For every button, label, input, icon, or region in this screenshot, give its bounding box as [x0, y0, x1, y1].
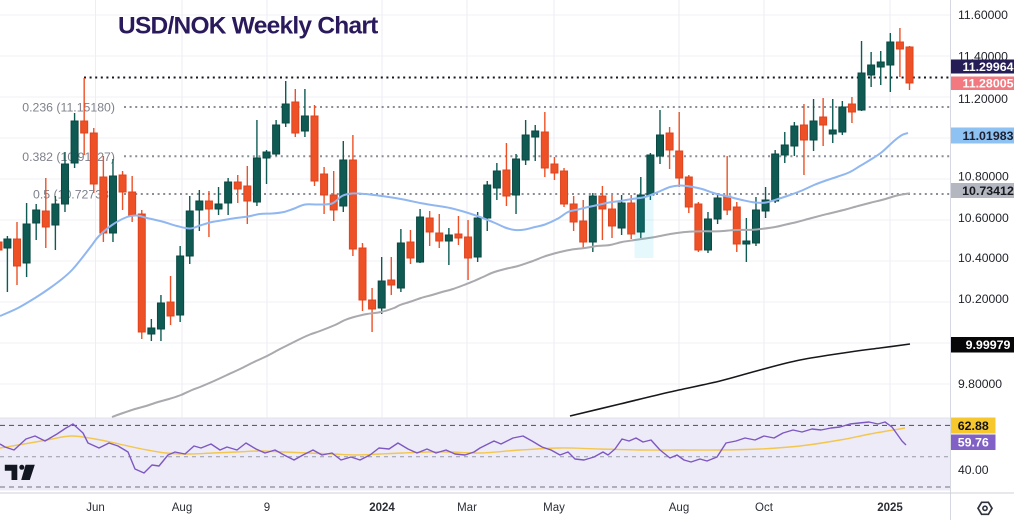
- svg-text:11.60000: 11.60000: [958, 8, 1008, 22]
- svg-text:10.40000: 10.40000: [958, 251, 1009, 265]
- svg-text:USD/NOK Weekly Chart: USD/NOK Weekly Chart: [118, 13, 378, 40]
- svg-text:2025: 2025: [877, 502, 903, 514]
- svg-text:11.28005: 11.28005: [963, 77, 1014, 91]
- svg-text:40.00: 40.00: [958, 463, 989, 477]
- svg-text:10.73412: 10.73412: [962, 184, 1014, 198]
- svg-text:9.80000: 9.80000: [958, 377, 1002, 391]
- svg-text:0.382 (10.91127): 0.382 (10.91127): [22, 150, 115, 164]
- svg-text:10.60000: 10.60000: [958, 211, 1009, 225]
- svg-text:May: May: [543, 502, 565, 514]
- svg-text:59.76: 59.76: [958, 436, 989, 450]
- svg-text:11.20000: 11.20000: [958, 92, 1008, 106]
- svg-text:10.20000: 10.20000: [958, 292, 1009, 306]
- svg-text:11.29964: 11.29964: [963, 60, 1014, 74]
- svg-text:Aug: Aug: [669, 502, 689, 514]
- svg-text:9: 9: [264, 502, 270, 514]
- svg-text:0.236 (11.15180): 0.236 (11.15180): [22, 101, 115, 115]
- svg-text:Jun: Jun: [86, 502, 105, 514]
- svg-text:0.5 (10.72738): 0.5 (10.72738): [33, 188, 113, 202]
- svg-text:9.99979: 9.99979: [966, 338, 1011, 352]
- svg-text:2024: 2024: [369, 502, 395, 514]
- svg-text:Aug: Aug: [172, 502, 192, 514]
- svg-text:11.01983: 11.01983: [963, 129, 1014, 143]
- svg-text:10.80000: 10.80000: [958, 170, 1009, 184]
- svg-text:62.88: 62.88: [958, 419, 989, 433]
- svg-text:Mar: Mar: [457, 502, 477, 514]
- svg-text:Oct: Oct: [755, 502, 774, 514]
